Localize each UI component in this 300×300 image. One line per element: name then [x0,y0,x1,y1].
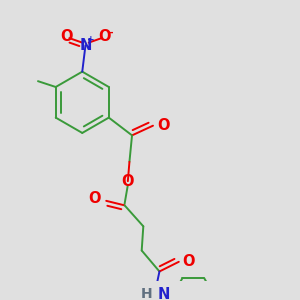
Text: O: O [88,191,101,206]
Text: O: O [157,118,169,133]
Text: N: N [79,38,92,53]
Text: O: O [122,174,134,189]
Text: O: O [98,29,110,44]
Text: O: O [61,29,73,44]
Text: O: O [182,254,194,269]
Text: -: - [108,27,113,37]
Text: H: H [141,287,152,300]
Text: N: N [158,286,170,300]
Text: +: + [88,35,95,44]
